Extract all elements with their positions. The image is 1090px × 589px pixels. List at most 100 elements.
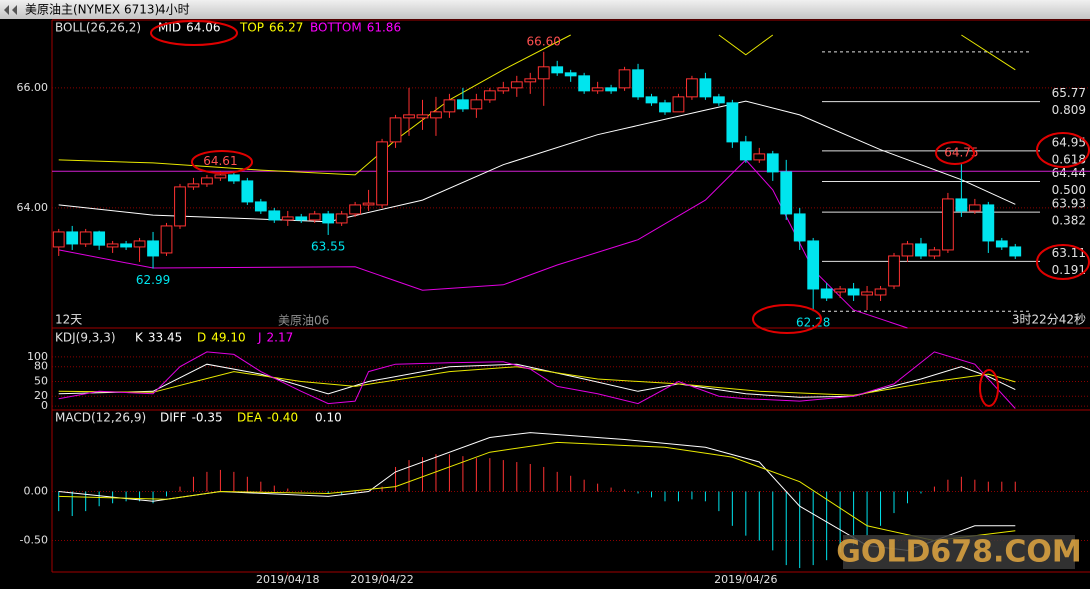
period[interactable]: 4小时 (158, 3, 190, 17)
fib-price: 65.77 (1052, 86, 1086, 100)
indicator-line (58, 351, 1016, 409)
y-tick-label: 100 (27, 350, 48, 363)
y-tick-label: 0.00 (24, 484, 49, 497)
fib-ratio: 0.191 (1052, 263, 1086, 277)
y-tick-label: 66.00 (17, 81, 49, 94)
candle-body (793, 213, 806, 242)
candle-body (861, 291, 873, 296)
candle-body (389, 117, 402, 143)
candle-body (160, 225, 173, 254)
fib-price: 63.93 (1052, 197, 1086, 211)
candle-body (241, 180, 254, 203)
indicator-key: BOTTOM (310, 21, 362, 35)
candle-body (915, 243, 927, 257)
candle-body (416, 114, 429, 119)
indicator-line (58, 34, 1016, 176)
price-annotation: 66.60 (527, 34, 561, 48)
indicator-name: BOLL(26,26,2) (55, 21, 141, 35)
candle-body (618, 69, 631, 89)
candle-body (1009, 246, 1022, 257)
candle-body (93, 231, 106, 246)
candle-body (995, 240, 1008, 248)
candle-body (955, 198, 968, 212)
x-tick-label: 2019/04/18 (256, 573, 319, 586)
candle-body (686, 78, 698, 98)
candle-body (820, 288, 833, 299)
indicator-key: K (135, 331, 144, 345)
candle-body (928, 249, 941, 257)
candle-body (470, 99, 483, 110)
indicator-value: 64.06 (186, 21, 220, 35)
indicator-value: 33.45 (148, 331, 182, 345)
candle-body (106, 243, 119, 248)
candle-body (942, 198, 954, 251)
candle-body (335, 213, 348, 224)
y-tick-label: 64.00 (17, 201, 49, 214)
candle-body (968, 204, 981, 212)
candle-body (187, 183, 200, 188)
indicator-line (58, 100, 1016, 223)
candle-body (268, 210, 281, 221)
candle-body (322, 213, 335, 224)
indicator-value: 61.86 (367, 21, 401, 35)
y-tick-label: 20 (34, 389, 48, 402)
candle-body (443, 99, 456, 113)
indicator-key: DIFF (160, 411, 187, 425)
candle-body (766, 153, 779, 173)
footer-right: 3时22分42秒 (1012, 313, 1086, 327)
candle-body (403, 114, 415, 119)
candle-body (537, 66, 550, 80)
fib-ratio: 0.500 (1052, 183, 1086, 197)
fib-ratio: 0.618 (1052, 152, 1086, 166)
candle-body (874, 288, 887, 296)
candle-body (147, 240, 159, 257)
candle-body (551, 66, 564, 74)
candle-body (888, 255, 900, 287)
plot: BOLL(26,26,2) MID 64.06 TOP 66.27 BOTTOM 61.86… (17, 19, 1090, 586)
x-tick-label: 2019/04/26 (714, 573, 777, 586)
candle-body (632, 69, 644, 98)
candle-body (699, 78, 712, 98)
watermark: GOLD678.COM (836, 535, 1082, 570)
instrument-title[interactable]: 美原油主(NYMEX 6713) (25, 3, 159, 17)
price-annotation: 62.99 (136, 273, 170, 287)
candle-body (308, 213, 321, 221)
price-annotation: 64.61 (203, 154, 237, 168)
indicator-value: 49.10 (211, 331, 245, 345)
candle-body (214, 174, 227, 179)
candle-body (726, 102, 739, 143)
candle-body (524, 78, 537, 83)
candle-body (254, 201, 267, 212)
candle-body (362, 202, 375, 206)
indicator-value: 66.27 (269, 21, 303, 35)
candle-body (120, 243, 132, 248)
indicator-value: 2.17 (267, 331, 294, 345)
nav-icon[interactable] (4, 5, 17, 15)
watermark-box (843, 535, 1075, 569)
fib-ratio: 0.809 (1052, 103, 1086, 117)
y-tick-label: 50 (34, 374, 48, 387)
candle-body (497, 87, 510, 92)
candle-body (659, 102, 671, 113)
candle-body (834, 288, 847, 293)
y-tick-label: 80 (34, 360, 48, 373)
candle-body (780, 171, 793, 215)
candle-body (753, 153, 766, 161)
price-annotation: 64.75 (944, 145, 978, 159)
candle-body (133, 240, 146, 248)
fib-price: 63.11 (1052, 246, 1086, 260)
indicator-line (58, 366, 1016, 396)
candle-body (457, 99, 469, 110)
indicator-key: DEA (237, 411, 263, 425)
fib-price: 64.95 (1052, 135, 1086, 149)
indicator-line (58, 363, 1016, 398)
candle-body (672, 96, 685, 113)
indicator-name: KDJ(9,3,3) (55, 331, 116, 345)
candle-body (578, 75, 591, 92)
x-tick-label: 2019/04/22 (350, 573, 413, 586)
indicator-name: MACD(12,26,9) (55, 411, 146, 425)
indicator-key: D (197, 331, 206, 345)
indicator-key: J (257, 331, 262, 345)
candle-body (66, 231, 79, 245)
candle-body (605, 87, 617, 92)
